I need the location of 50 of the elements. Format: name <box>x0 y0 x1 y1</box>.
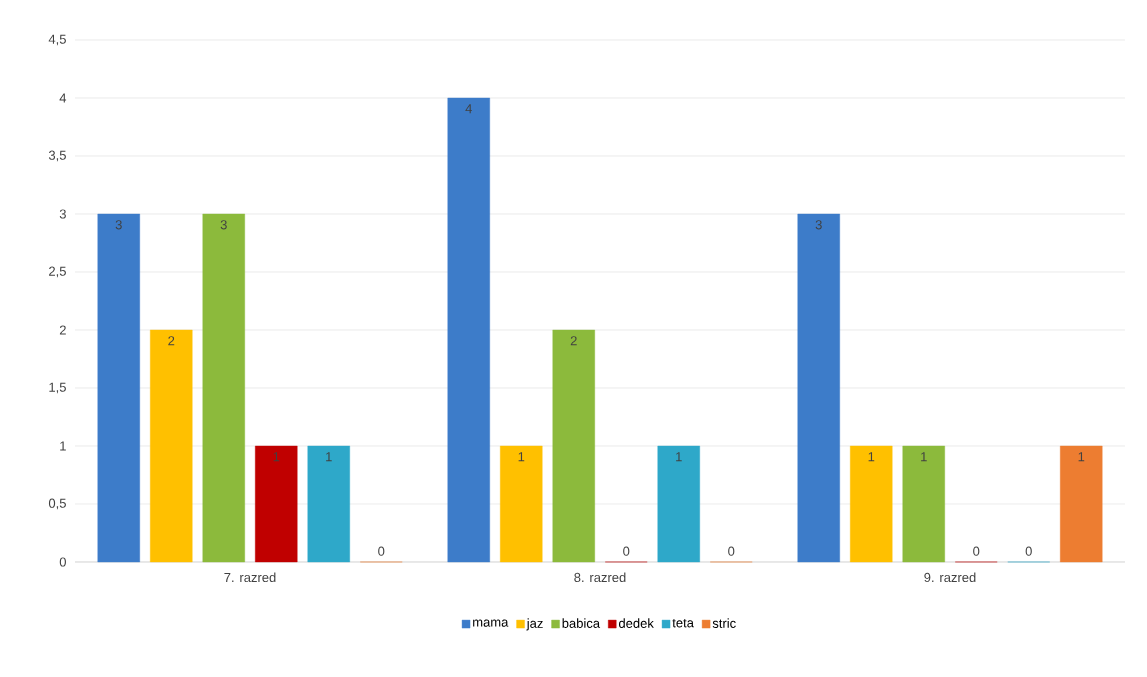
legend-label: jaz <box>526 618 543 631</box>
legend-label: mama <box>473 619 509 627</box>
data-label: 0 <box>1025 546 1032 556</box>
y-tick-label: 3 <box>59 209 66 219</box>
legend-label: teta <box>672 618 694 628</box>
data-label: 1 <box>1078 452 1085 462</box>
y-tick-label: 1 <box>60 441 66 451</box>
x-tick-label: 7. razred <box>224 572 276 583</box>
y-tick-label: 2,5 <box>49 266 66 278</box>
data-label: 1 <box>273 452 280 462</box>
y-tick-label: 0,5 <box>48 498 66 510</box>
y-tick-label: 2 <box>59 325 66 335</box>
bar <box>500 445 543 563</box>
y-tick-label: 0 <box>59 557 66 567</box>
data-label: 1 <box>868 452 875 462</box>
legend-label: dedek <box>618 618 654 628</box>
data-label: 3 <box>220 220 227 230</box>
bar <box>307 445 350 563</box>
data-label: 0 <box>728 546 735 556</box>
data-label: 4 <box>465 104 472 114</box>
bar <box>150 329 193 563</box>
x-tick-label: 9. razred <box>924 572 976 583</box>
bar <box>447 97 490 563</box>
data-label: 1 <box>326 452 332 462</box>
data-label: 1 <box>921 452 927 462</box>
bar <box>902 445 945 563</box>
bar <box>552 329 595 563</box>
bar <box>97 213 140 563</box>
x-tick-label: 8. razred <box>574 572 626 583</box>
data-label: 2 <box>570 336 577 346</box>
bar <box>1060 445 1103 563</box>
data-label: 3 <box>815 220 822 230</box>
data-label: 1 <box>676 452 682 462</box>
data-label: 3 <box>115 220 122 230</box>
bar <box>797 213 840 563</box>
bar <box>850 445 893 563</box>
bar <box>657 445 700 563</box>
bar <box>255 445 298 563</box>
y-tick-label: 3,5 <box>48 150 66 162</box>
y-tick-label: 4,5 <box>48 34 66 46</box>
data-label: 2 <box>168 336 175 346</box>
data-label: 0 <box>973 546 980 556</box>
data-label: 0 <box>378 546 385 556</box>
legend-label: babica <box>562 618 601 628</box>
data-label: 0 <box>623 546 630 556</box>
bar <box>202 213 245 563</box>
y-tick-label: 1,5 <box>49 382 66 394</box>
y-tick-label: 4 <box>59 93 67 103</box>
legend-label: stric <box>712 618 736 628</box>
data-label: 1 <box>518 452 525 462</box>
